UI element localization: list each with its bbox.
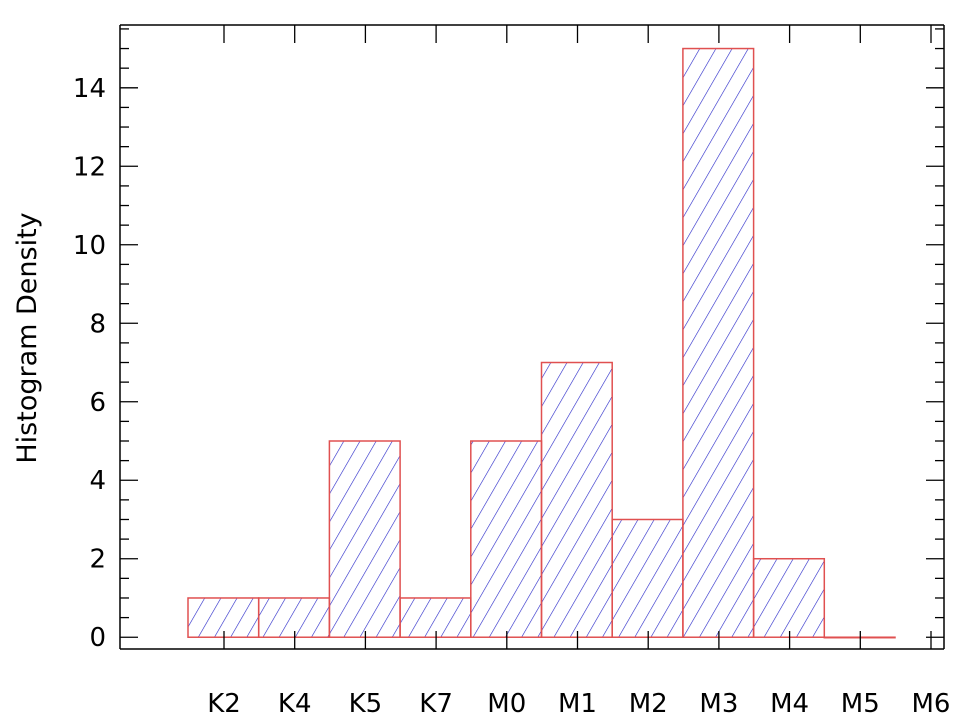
y-tick-label: 10 <box>73 231 106 261</box>
histogram-bar-K2 <box>187 597 260 638</box>
histogram-bar-M1 <box>540 361 613 638</box>
x-tick-label-K4: K4 <box>278 689 312 717</box>
x-tick-label-M4: M4 <box>770 689 809 717</box>
histogram-bar-K4 <box>257 597 331 638</box>
y-tick-label: 6 <box>89 388 106 418</box>
histogram-bar-M0 <box>470 440 543 638</box>
histogram-bar-M4 <box>752 557 826 638</box>
histogram-bar-M2 <box>611 518 684 638</box>
x-tick-label-M5: M5 <box>841 689 880 717</box>
x-tick-label-K7: K7 <box>419 689 453 717</box>
x-tick-label-K2: K2 <box>207 689 241 717</box>
y-ticks-group: 0 2 4 6 8 10 12 14 <box>73 28 944 653</box>
x-tick-label-M0: M0 <box>487 689 526 717</box>
y-tick-label: 0 <box>89 623 106 653</box>
x-tick-label-M2: M2 <box>629 689 668 717</box>
axes-group <box>119 24 945 650</box>
y-tick-label: 4 <box>89 466 106 496</box>
histogram-bar-K5 <box>328 440 401 638</box>
y-tick-label: 12 <box>73 152 106 182</box>
y-axis-label: Histogram Density <box>12 212 43 463</box>
y-tick-label: 8 <box>89 309 106 339</box>
bars-group <box>187 47 896 639</box>
x-tick-label-M6: M6 <box>912 689 951 717</box>
histogram-bar-M3 <box>682 47 755 638</box>
x-tick-label-M1: M1 <box>558 689 597 717</box>
y-tick-label: 2 <box>89 545 106 575</box>
y-tick-label: 14 <box>73 74 106 104</box>
x-tick-label-M3: M3 <box>699 689 738 717</box>
x-tick-label-K5: K5 <box>349 689 383 717</box>
x-ticks-group: K2 K4 K5 K7 M0 M1 M2 M3 M4 M5 M6 <box>207 25 950 717</box>
